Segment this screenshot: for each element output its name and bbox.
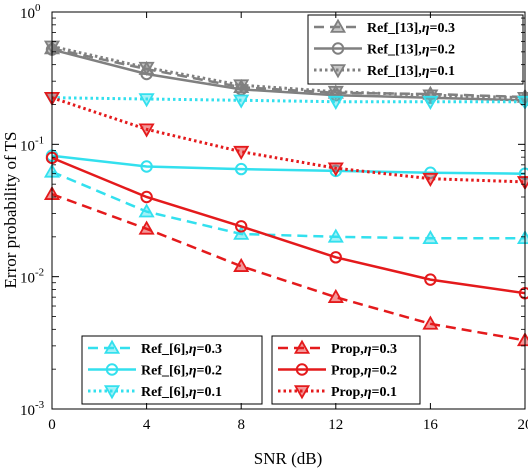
x-tick-label: 0 <box>48 417 56 433</box>
plot-frame <box>51 11 526 410</box>
data-point <box>235 220 248 233</box>
data-point <box>422 315 439 330</box>
data-point <box>140 190 153 204</box>
data-point <box>327 85 344 100</box>
data-point <box>138 203 155 218</box>
legend-bottom-right: Prop,η=0.3 Prop,η=0.2 Prop,η=0.1 <box>271 335 421 405</box>
y-tick-label: 10-1 <box>20 134 44 154</box>
axes-layer: 0 4 8 12 16 20 100 10-1 10-2 10-3 <box>20 2 528 433</box>
legend-entry-label: Ref_[6],η=0.1 <box>141 385 222 400</box>
series-line <box>51 44 526 100</box>
series-line <box>51 170 525 240</box>
data-point <box>233 257 250 272</box>
data-point <box>329 89 342 102</box>
legend-entry-label: Ref_[13],η=0.3 <box>367 21 455 36</box>
y-tick-label: 100 <box>20 2 41 22</box>
x-tick-label: 12 <box>328 417 343 433</box>
series-line <box>51 96 526 184</box>
x-tick-label: 4 <box>143 417 151 433</box>
legend-top-right: Ref_[13],η=0.3 Ref_[13],η=0.2 Ref_[13],η=0… <box>307 14 524 85</box>
data-point <box>329 251 342 264</box>
data-point <box>138 123 155 138</box>
x-tick-label: 16 <box>423 417 439 433</box>
legend-entry-label: Ref_[6],η=0.3 <box>141 342 222 357</box>
legend-entry-label: Ref_[6],η=0.2 <box>141 364 222 379</box>
data-point <box>138 220 155 235</box>
legend-swatch-marker <box>295 363 309 376</box>
legend-swatch-marker <box>293 339 311 354</box>
series-line <box>51 154 526 175</box>
legend-swatch-marker <box>293 385 311 400</box>
data-point <box>424 273 437 286</box>
series-layer <box>43 40 528 347</box>
series-9 <box>43 91 528 191</box>
series-line <box>51 193 526 342</box>
data-point <box>138 93 155 108</box>
data-point <box>233 225 250 240</box>
legend-swatch-marker <box>329 18 347 33</box>
data-point <box>327 288 344 303</box>
data-point <box>327 228 344 243</box>
data-point <box>138 61 155 76</box>
x-tick-label: 20 <box>518 417 528 433</box>
legend-entry-label: Prop,η=0.1 <box>331 385 397 400</box>
data-point <box>327 162 344 177</box>
series-line <box>51 47 526 99</box>
legend-entry-label: Prop,η=0.2 <box>331 364 397 379</box>
x-tick-label: 8 <box>237 417 245 433</box>
series-line <box>51 96 525 104</box>
data-point <box>140 67 153 81</box>
y-axis-label: Error probability of TS <box>1 132 20 289</box>
series-line <box>51 48 526 102</box>
y-tick-label: 10-3 <box>20 399 45 419</box>
data-point <box>422 172 439 188</box>
data-point <box>140 160 153 173</box>
legend-swatch-marker <box>331 42 345 55</box>
legend-entry-label: Ref_[13],η=0.1 <box>367 64 455 79</box>
data-point <box>233 145 250 160</box>
legend-swatch-marker <box>103 385 121 400</box>
data-point <box>327 95 344 111</box>
legend-swatch-marker <box>103 339 121 354</box>
legend-entry-label: Prop,η=0.3 <box>331 342 397 357</box>
legend-bottom-left: Ref_[6],η=0.3 Ref_[6],η=0.2 Ref_[6],η=0.1 <box>81 335 263 405</box>
data-point <box>422 229 439 245</box>
data-point <box>233 94 250 109</box>
legend-swatch-marker <box>105 363 119 376</box>
y-tick-label: 10-2 <box>20 267 44 287</box>
series-line <box>51 156 526 295</box>
data-point <box>235 162 248 176</box>
data-point <box>233 79 250 94</box>
x-axis-label: SNR (dB) <box>254 449 322 468</box>
legend-layer: Ref_[13],η=0.3 Ref_[13],η=0.2 Ref_[13],η=0… <box>81 14 524 405</box>
legend-entry-label: Ref_[13],η=0.2 <box>367 43 455 58</box>
legend-swatch-marker <box>329 64 347 79</box>
data-point <box>422 95 439 111</box>
data-point <box>424 166 437 179</box>
